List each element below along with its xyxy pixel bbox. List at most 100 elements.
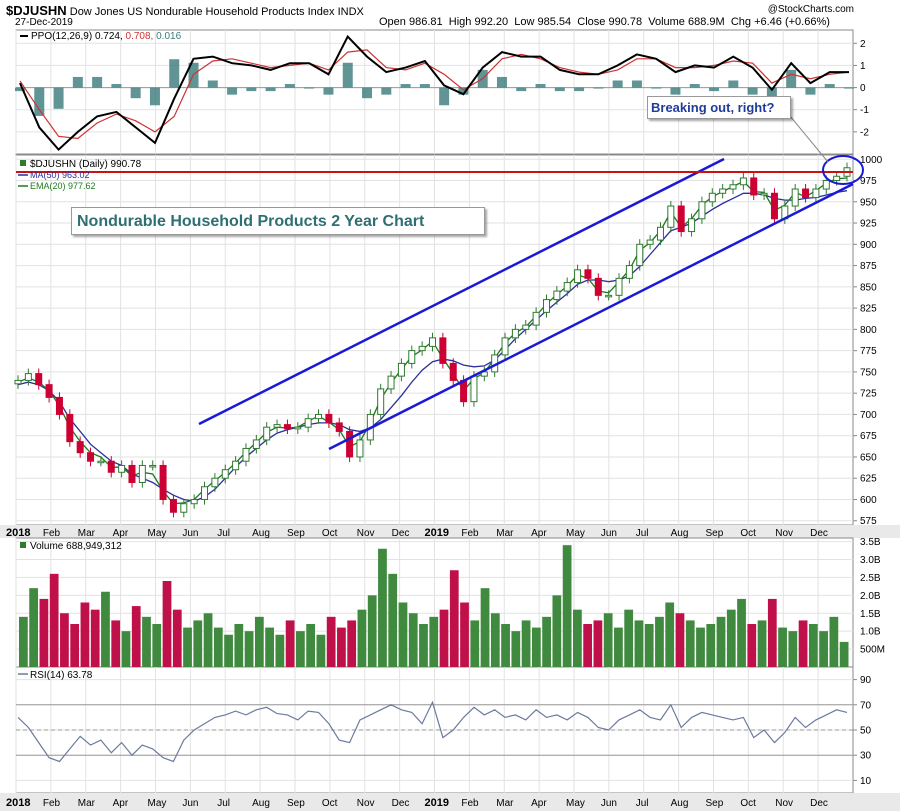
candle-body: [511, 328, 519, 339]
ppo-histogram-bar: [689, 84, 700, 88]
chart-title-annotation: Nondurable Household Products 2 Year Cha…: [71, 207, 485, 235]
candle-body: [14, 379, 22, 385]
candle-body: [729, 184, 737, 190]
index-name: Dow Jones US Nondurable Household Produc…: [69, 6, 335, 18]
volume-bar: [19, 616, 28, 667]
volume-bar: [819, 631, 828, 667]
volume-bar: [593, 620, 603, 667]
ppo-histogram-bar: [593, 87, 604, 89]
x-tick-label: Aug: [671, 528, 689, 539]
ppo-legend-label: PPO(12,26,9): [31, 31, 92, 42]
x-tick-label: 2019: [425, 527, 449, 539]
axis-labels: 2018 2018 Feb Feb Mar Mar Apr Apr May May Jun Jun Ju…: [6, 39, 885, 809]
candle-body: [439, 337, 447, 364]
x-tick-label: Jul: [636, 528, 649, 539]
ppo-histogram-bar: [747, 87, 758, 95]
volume-bar: [634, 620, 644, 667]
candle-body: [636, 243, 644, 267]
volume-bar: [111, 620, 121, 667]
x-tick-label: 2018: [6, 797, 30, 809]
ppo-histogram-bar: [362, 87, 373, 99]
x-tick-label: Oct: [322, 528, 338, 539]
y-tick-label: 900: [860, 240, 877, 251]
x-tick-label: Feb: [461, 798, 479, 809]
chart-header: $DJUSHN Dow Jones US Nondurable Househol…: [0, 0, 900, 30]
candle-body: [719, 188, 727, 194]
x-tick-label: Oct: [740, 528, 756, 539]
volume-bar: [788, 631, 798, 667]
ohlc-chg-label: Chg: [730, 16, 752, 28]
volume-bar: [552, 595, 562, 667]
candle-body: [304, 418, 312, 428]
ppo-histogram-bar: [169, 59, 180, 88]
volume-bar: [367, 595, 377, 667]
candle-body: [325, 413, 333, 424]
volume-bar: [726, 609, 736, 667]
volume-bar: [449, 570, 459, 667]
candle-body: [770, 192, 778, 220]
volume-bar: [347, 620, 357, 667]
volume-bar: [614, 627, 623, 667]
date-axis-strip: [0, 525, 900, 538]
candle-body: [346, 430, 354, 458]
title-row: $DJUSHN Dow Jones US Nondurable Househol…: [6, 3, 364, 18]
ppo-histogram-bar: [535, 84, 546, 88]
ppo-histogram-bar: [246, 87, 257, 92]
ppo-legend-value: 0.724,: [95, 31, 123, 42]
ppo-histogram-bar: [516, 87, 527, 92]
candle-body: [180, 503, 188, 513]
svg-text:PPO(12,26,9) 0.724,: PPO(12,26,9) 0.724, 0.708, 0.016: [31, 31, 182, 42]
volume-bar: [808, 624, 818, 667]
x-tick-label: Jun: [601, 528, 617, 539]
x-tick-label: Mar: [496, 798, 514, 809]
rsi-legend-label: RSI(14) 63.78: [30, 670, 93, 681]
candle-body: [522, 324, 530, 330]
candle-body: [460, 379, 468, 403]
candle-body: [688, 218, 696, 233]
x-tick-label: Nov: [775, 798, 793, 809]
y-tick-label: 30: [860, 751, 872, 762]
volume-bar: [398, 602, 408, 667]
x-tick-label: Sep: [287, 798, 305, 809]
candle-body: [480, 371, 488, 377]
ohlc-low-value: 985.54: [537, 16, 572, 28]
volume-bar: [429, 616, 439, 667]
ppo-histogram-bar: [111, 84, 122, 88]
x-tick-label: May: [566, 528, 585, 539]
x-tick-label: Sep: [706, 528, 724, 539]
volume-bar: [121, 631, 131, 667]
ppo-histogram-bar: [728, 80, 739, 88]
volume-bar: [603, 613, 613, 667]
candle-body: [315, 413, 323, 420]
candle-body: [252, 439, 260, 449]
volume-bar: [193, 620, 203, 667]
candle-body: [387, 375, 395, 390]
candle-body: [294, 426, 302, 430]
ppo-histogram-bar: [130, 87, 141, 99]
volume-bar: [306, 624, 316, 667]
candle-body: [594, 277, 602, 296]
x-tick-label: Mar: [78, 798, 96, 809]
volume-bar: [101, 591, 110, 667]
volume-bar: [234, 624, 244, 667]
candle-body: [377, 388, 385, 415]
x-tick-label: Nov: [357, 528, 375, 539]
candle-body: [429, 337, 436, 347]
candle-body: [356, 439, 364, 458]
volume-bar: [224, 634, 233, 667]
breakout-circle: [822, 155, 864, 185]
candle-body: [232, 460, 240, 471]
volume-bar: [388, 573, 398, 667]
candle-body: [584, 269, 592, 279]
x-tick-label: Dec: [392, 798, 410, 809]
volume-tick-label: 1.0B: [860, 627, 881, 638]
x-tick-label: Feb: [43, 528, 61, 539]
candle-body: [553, 290, 561, 301]
volume-bar: [326, 616, 336, 667]
volume-tick-label: 1.5B: [860, 609, 881, 620]
volume-bar: [542, 616, 551, 667]
volume-bar: [490, 613, 500, 667]
volume-bar: [829, 616, 839, 667]
x-tick-label: Apr: [531, 798, 547, 809]
